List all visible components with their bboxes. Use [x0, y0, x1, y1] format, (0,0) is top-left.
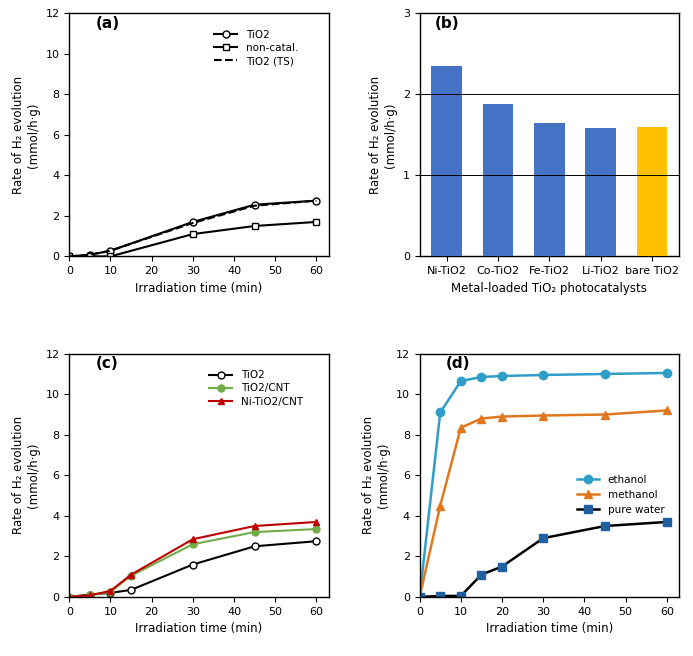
pure water: [539, 534, 547, 542]
methanol: [601, 411, 609, 419]
pure water: [416, 593, 424, 601]
non-catal.: [313, 218, 321, 226]
non-catal.: [106, 253, 114, 260]
TiO2/CNT: [86, 592, 94, 600]
Line: Ni-TiO2/CNT: Ni-TiO2/CNT: [66, 518, 320, 600]
non-catal.: [250, 222, 258, 230]
non-catal.: [188, 230, 197, 238]
ethanol: [457, 377, 465, 385]
ethanol: [498, 372, 506, 380]
TiO2/CNT: [65, 593, 73, 601]
Bar: [637, 127, 667, 256]
Bar: [432, 66, 462, 256]
TiO2: [250, 201, 258, 209]
TiO2 (TS): [188, 219, 197, 227]
pure water: [436, 592, 444, 600]
Ni-TiO2/CNT: [250, 522, 258, 530]
ethanol: [601, 370, 609, 378]
pure water: [477, 571, 486, 579]
Legend: TiO2, non-catal., TiO2 (TS): TiO2, non-catal., TiO2 (TS): [210, 26, 302, 70]
TiO2/CNT: [313, 525, 321, 533]
Text: (d): (d): [446, 356, 470, 371]
Line: TiO2: TiO2: [66, 538, 320, 600]
X-axis label: Irradiation time (min): Irradiation time (min): [486, 623, 613, 635]
TiO2: [86, 590, 94, 598]
Line: ethanol: ethanol: [416, 369, 671, 601]
Text: (a): (a): [95, 16, 119, 31]
methanol: [436, 502, 444, 510]
Legend: ethanol, methanol, pure water: ethanol, methanol, pure water: [572, 470, 669, 519]
pure water: [663, 518, 671, 526]
TiO2: [188, 218, 197, 226]
Ni-TiO2/CNT: [313, 518, 321, 526]
Legend: TiO2, TiO2/CNT, Ni-TiO2/CNT: TiO2, TiO2/CNT, Ni-TiO2/CNT: [205, 366, 307, 411]
TiO2: [106, 589, 114, 597]
ethanol: [663, 369, 671, 377]
Line: TiO2: TiO2: [66, 197, 320, 260]
Ni-TiO2/CNT: [127, 571, 135, 579]
Text: (c): (c): [95, 356, 118, 371]
Line: TiO2/CNT: TiO2/CNT: [66, 525, 320, 600]
Y-axis label: Rate of H₂ evolution
(mmol/h·g): Rate of H₂ evolution (mmol/h·g): [12, 75, 40, 194]
methanol: [416, 593, 424, 601]
TiO2 (TS): [250, 202, 258, 210]
Ni-TiO2/CNT: [86, 592, 94, 600]
Line: pure water: pure water: [416, 518, 671, 601]
non-catal.: [65, 253, 73, 260]
TiO2: [188, 561, 197, 569]
methanol: [539, 411, 547, 419]
Line: TiO2 (TS): TiO2 (TS): [69, 201, 317, 256]
non-catal.: [86, 253, 94, 260]
ethanol: [477, 373, 486, 381]
pure water: [498, 563, 506, 571]
Line: non-catal.: non-catal.: [66, 218, 320, 260]
TiO2: [106, 247, 114, 255]
TiO2/CNT: [127, 572, 135, 580]
Line: methanol: methanol: [416, 406, 671, 601]
TiO2: [65, 253, 73, 260]
Text: (b): (b): [435, 16, 460, 31]
methanol: [457, 424, 465, 432]
Bar: [586, 129, 616, 256]
TiO2/CNT: [250, 528, 258, 536]
Ni-TiO2/CNT: [188, 535, 197, 543]
methanol: [663, 407, 671, 415]
Ni-TiO2/CNT: [65, 593, 73, 601]
pure water: [457, 592, 465, 600]
Y-axis label: Rate of H₂ evolution
(mmol/h·g): Rate of H₂ evolution (mmol/h·g): [369, 75, 397, 194]
TiO2 (TS): [86, 251, 94, 258]
TiO2 (TS): [65, 253, 73, 260]
ethanol: [436, 409, 444, 417]
X-axis label: Irradiation time (min): Irradiation time (min): [135, 281, 263, 295]
TiO2: [250, 543, 258, 550]
ethanol: [539, 371, 547, 379]
TiO2: [313, 537, 321, 545]
Bar: [534, 123, 565, 256]
TiO2/CNT: [188, 541, 197, 548]
X-axis label: Irradiation time (min): Irradiation time (min): [135, 623, 263, 635]
TiO2: [127, 586, 135, 594]
Y-axis label: Rate of H₂ evolution
(mmol/h·g): Rate of H₂ evolution (mmol/h·g): [12, 417, 40, 535]
methanol: [498, 413, 506, 420]
TiO2/CNT: [106, 588, 114, 596]
TiO2 (TS): [313, 197, 321, 205]
TiO2: [86, 251, 94, 258]
Ni-TiO2/CNT: [106, 587, 114, 595]
methanol: [477, 415, 486, 422]
Y-axis label: Rate of H₂ evolution
(mmol/h·g): Rate of H₂ evolution (mmol/h·g): [362, 417, 390, 535]
X-axis label: Metal-loaded TiO₂ photocatalysts: Metal-loaded TiO₂ photocatalysts: [451, 281, 647, 295]
TiO2 (TS): [106, 247, 114, 255]
TiO2: [313, 197, 321, 205]
pure water: [601, 522, 609, 530]
Bar: [483, 104, 514, 256]
ethanol: [416, 593, 424, 601]
TiO2: [65, 593, 73, 601]
